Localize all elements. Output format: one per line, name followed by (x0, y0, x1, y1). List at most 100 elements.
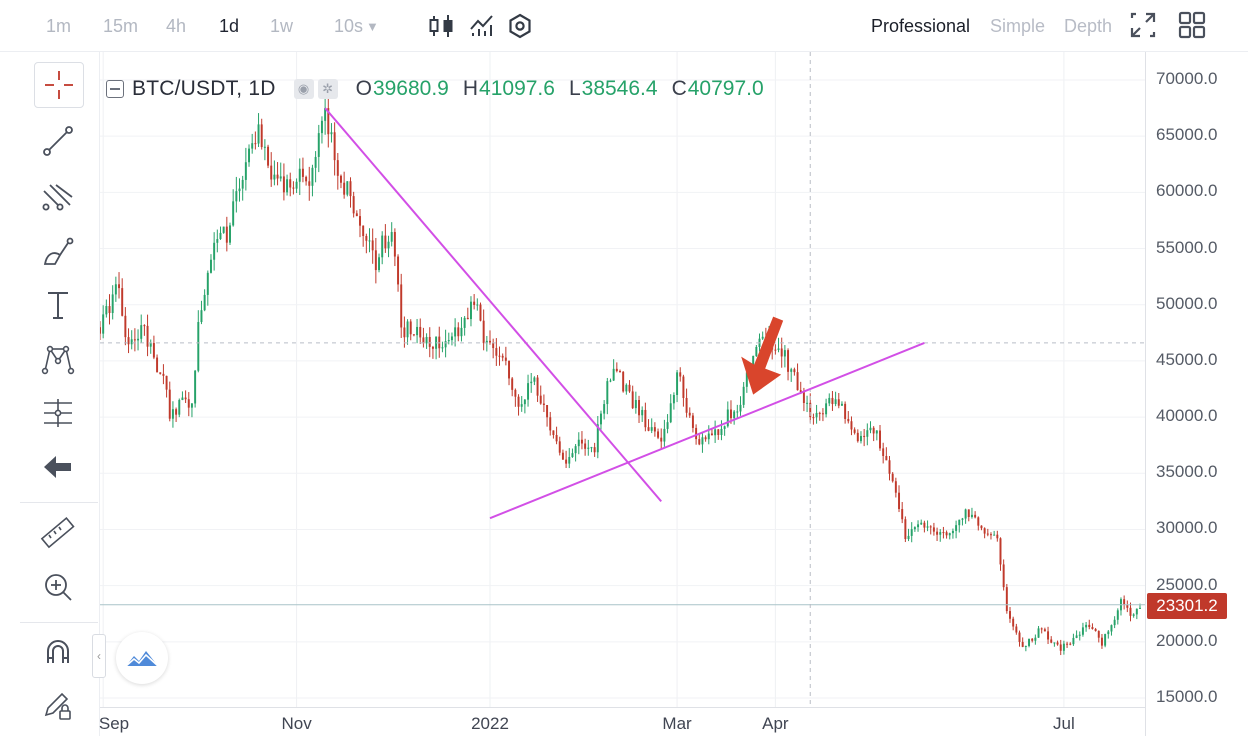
crosshair-tool[interactable] (34, 62, 84, 108)
measure-tool[interactable] (32, 388, 84, 438)
candle (222, 226, 225, 234)
candle-body (802, 392, 805, 404)
candle (879, 425, 881, 451)
candle-body (298, 168, 301, 182)
candle-body (717, 429, 720, 435)
lock-drawings-tool[interactable] (32, 680, 84, 730)
candle (384, 224, 387, 253)
candle (127, 328, 130, 354)
trendline-tool[interactable] (32, 116, 84, 166)
candle-body (365, 235, 368, 241)
candle (1110, 624, 1113, 636)
candle-body (587, 447, 590, 449)
candle (168, 381, 171, 422)
candle (140, 314, 143, 343)
candle (672, 392, 675, 410)
candlestick-chart[interactable] (100, 52, 1145, 707)
candle (542, 394, 545, 413)
candle (441, 341, 444, 353)
candle-body (844, 403, 847, 419)
candle (996, 530, 999, 542)
zoom-tool[interactable] (32, 562, 84, 612)
candle (647, 419, 650, 432)
indicators-icon[interactable] (468, 12, 496, 40)
candle-body (1015, 626, 1018, 633)
candle (206, 270, 209, 306)
candle-body (368, 240, 371, 242)
candle (932, 522, 935, 536)
layout-grid-icon[interactable] (1177, 10, 1206, 39)
candle-body (124, 315, 127, 338)
candle (368, 228, 371, 253)
logo-button[interactable] (116, 632, 168, 684)
candle (1012, 616, 1015, 631)
candle (406, 319, 409, 345)
candles-icon[interactable] (428, 12, 456, 40)
candle-body (1040, 628, 1043, 630)
candle-body (917, 524, 920, 528)
candle-body (381, 235, 384, 258)
candle-body (428, 336, 431, 347)
low-key: L (568, 77, 581, 100)
candle-body (558, 441, 561, 453)
candle-body (596, 424, 599, 453)
toolbar-collapse-handle[interactable]: ‹ (92, 634, 106, 678)
mode-depth[interactable]: Depth (1064, 16, 1113, 36)
candle (362, 225, 365, 247)
candle (473, 294, 476, 310)
candle (920, 519, 923, 525)
candle (964, 508, 967, 524)
candle (381, 231, 384, 265)
candle-body (1059, 644, 1062, 651)
mode-simple[interactable]: Simple (990, 16, 1046, 36)
candle (790, 367, 793, 382)
timeframe-1w[interactable]: 1w (270, 16, 294, 36)
candle-body (1053, 642, 1056, 644)
candle (974, 511, 977, 519)
collapse-icon[interactable] (106, 80, 124, 98)
mode-professional[interactable]: Professional (871, 16, 971, 36)
candle (638, 395, 641, 423)
candle (587, 439, 590, 456)
timeframe-15m[interactable]: 15m (103, 16, 139, 36)
timeframe-1d[interactable]: 1d (219, 16, 240, 36)
settings-icon[interactable] (506, 12, 534, 40)
text-tool[interactable] (32, 280, 84, 330)
timeframe-1m[interactable]: 1m (46, 16, 72, 36)
ruler-tool[interactable] (32, 508, 84, 558)
candle (156, 354, 159, 373)
fullscreen-icon[interactable] (1128, 10, 1156, 38)
price-axis[interactable]: 70000.0 65000.0 60000.0 55000.0 50000.0 45000… (1145, 52, 1248, 736)
candle (761, 331, 764, 341)
back-tool[interactable] (32, 442, 84, 492)
timeframe-10s[interactable]: 10s (334, 16, 364, 36)
candle-body (676, 372, 679, 395)
timeframe-dropdown-icon[interactable]: ▼ (366, 19, 379, 34)
gear-icon[interactable]: ✲ (317, 79, 338, 99)
candle (1113, 616, 1116, 629)
timeframe-4h[interactable]: 4h (166, 16, 187, 36)
brush-tool[interactable] (32, 226, 84, 276)
candle (755, 344, 758, 357)
candle-body (111, 294, 114, 314)
candle (872, 426, 875, 442)
candle (133, 328, 136, 352)
eye-icon[interactable]: ◉ (293, 79, 314, 99)
magnet-tool[interactable] (32, 628, 84, 678)
candle-body (178, 399, 181, 415)
candle-body (143, 325, 146, 327)
pattern-tool[interactable] (32, 334, 84, 384)
measure-icon (44, 399, 72, 427)
candle-body (796, 372, 799, 391)
candle (1132, 613, 1135, 618)
candle (416, 318, 419, 344)
fib-tool[interactable] (32, 172, 84, 222)
time-axis[interactable]: Sep Nov 2022 Mar Apr Jul (99, 707, 1145, 736)
candle-body (555, 434, 558, 442)
candle-body (165, 375, 168, 390)
candle-body (641, 409, 644, 416)
candle-body (200, 310, 203, 323)
candle-body (615, 368, 618, 372)
candle-body (181, 397, 184, 400)
candle-body (669, 403, 672, 423)
